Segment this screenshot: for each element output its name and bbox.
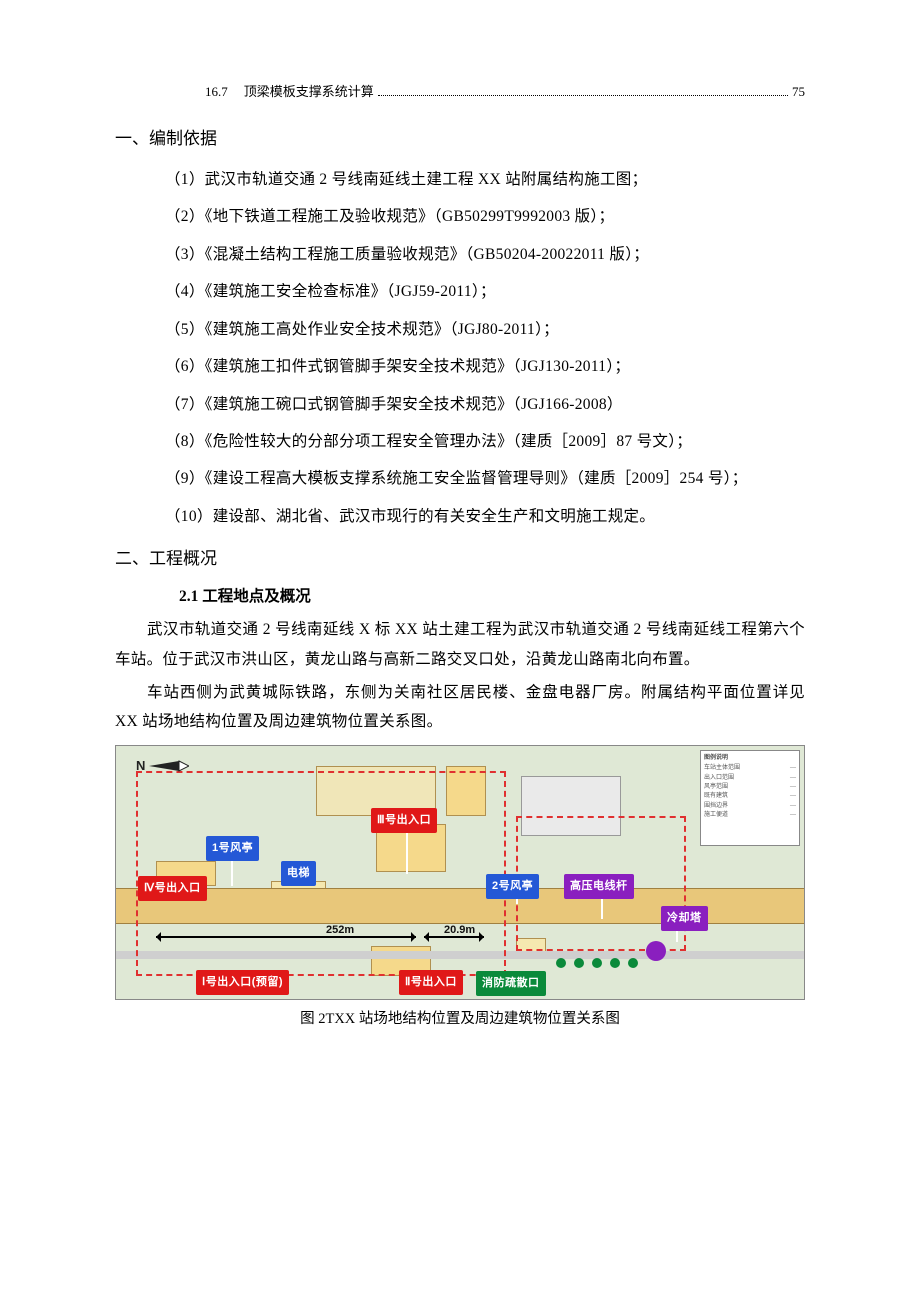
label-vent-1: 1号风亭 bbox=[206, 836, 259, 861]
green-marker bbox=[592, 958, 602, 968]
basis-item: （1）武汉市轨道交通 2 号线南延线土建工程 XX 站附属结构施工图； bbox=[115, 165, 805, 194]
site-plan-figure: 252m 20.9m 1号风亭 Ⅳ号出入口 电梯 Ⅲ号出入口 2号风亭 高压电线… bbox=[115, 745, 805, 1000]
basis-item: （7）《建筑施工碗口式钢管脚手架安全技术规范》（JGJ166-2008） bbox=[115, 390, 805, 419]
legend-row: 既有建筑― bbox=[704, 792, 796, 800]
green-marker bbox=[574, 958, 584, 968]
label-exit-4: Ⅳ号出入口 bbox=[138, 876, 207, 901]
green-marker bbox=[556, 958, 566, 968]
cooling-tower-marker bbox=[646, 941, 666, 961]
toc-dots bbox=[378, 95, 788, 96]
dimension-arrow bbox=[156, 936, 416, 938]
basis-item: （9）《建设工程高大模板支撑系统施工安全监督管理导则》（建质［2009］254 … bbox=[115, 464, 805, 493]
legend-row: 出入口范围― bbox=[704, 774, 796, 782]
legend-row: 车站主体范围― bbox=[704, 764, 796, 772]
toc-title: 顶梁模板支撑系统计算 bbox=[244, 80, 374, 105]
label-elevator: 电梯 bbox=[281, 861, 316, 886]
compass-label: N bbox=[136, 758, 145, 773]
subheading-location: 2.1 工程地点及概况 bbox=[115, 582, 805, 611]
figure-container: 252m 20.9m 1号风亭 Ⅳ号出入口 电梯 Ⅲ号出入口 2号风亭 高压电线… bbox=[115, 745, 805, 1034]
label-exit-1: Ⅰ号出入口(预留) bbox=[196, 970, 289, 995]
dimension-label: 20.9m bbox=[444, 920, 475, 941]
label-exit-3: Ⅲ号出入口 bbox=[371, 808, 437, 833]
legend-row: 围挡边界― bbox=[704, 802, 796, 810]
basis-item: （5）《建筑施工高处作业安全技术规范》（JGJ80-2011）； bbox=[115, 315, 805, 344]
toc-page: 75 bbox=[792, 80, 805, 105]
legend-row: 施工便道― bbox=[704, 811, 796, 819]
label-hv-pole: 高压电线杆 bbox=[564, 874, 634, 899]
toc-number: 16.7 bbox=[205, 80, 228, 105]
green-marker bbox=[628, 958, 638, 968]
basis-item: （4）《建筑施工安全检查标准》（JGJ59-2011）； bbox=[115, 277, 805, 306]
heading-project-overview: 二、工程概况 bbox=[115, 543, 805, 575]
label-fire-exit: 消防疏散口 bbox=[476, 971, 546, 996]
legend-row: 风亭范围― bbox=[704, 783, 796, 791]
compass-icon: N bbox=[136, 754, 189, 779]
basis-item: （8）《危险性较大的分部分项工程安全管理办法》（建质［2009］87 号文）； bbox=[115, 427, 805, 456]
paragraph: 车站西侧为武黄城际铁路，东侧为关南社区居民楼、金盘电器厂房。附属结构平面位置详见… bbox=[115, 678, 805, 737]
basis-item: （3）《混凝土结构工程施工质量验收规范》（GB50204-20022011 版）… bbox=[115, 240, 805, 269]
toc-line: 16.7 顶梁模板支撑系统计算 75 bbox=[115, 80, 805, 105]
map-legend: 图例说明 车站主体范围― 出入口范围― 风亭范围― 既有建筑― 围挡边界― 施工… bbox=[700, 750, 800, 846]
basis-item: （6）《建筑施工扣件式钢管脚手架安全技术规范》（JGJ130-2011）； bbox=[115, 352, 805, 381]
legend-title: 图例说明 bbox=[704, 754, 796, 762]
dimension-label: 252m bbox=[326, 920, 354, 941]
heading-compilation-basis: 一、编制依据 bbox=[115, 123, 805, 155]
green-marker bbox=[610, 958, 620, 968]
label-cooling-tower: 冷却塔 bbox=[661, 906, 708, 931]
label-vent-2: 2号风亭 bbox=[486, 874, 539, 899]
label-exit-2: Ⅱ号出入口 bbox=[399, 970, 463, 995]
basis-item: （2）《地下铁道工程施工及验收规范》（GB50299T9992003 版）； bbox=[115, 202, 805, 231]
paragraph: 武汉市轨道交通 2 号线南延线 X 标 XX 站土建工程为武汉市轨道交通 2 号… bbox=[115, 615, 805, 674]
map-enclosure bbox=[136, 771, 506, 976]
figure-caption: 图 2TXX 站场地结构位置及周边建筑物位置关系图 bbox=[115, 1006, 805, 1034]
basis-item: （10）建设部、湖北省、武汉市现行的有关安全生产和文明施工规定。 bbox=[115, 502, 805, 531]
